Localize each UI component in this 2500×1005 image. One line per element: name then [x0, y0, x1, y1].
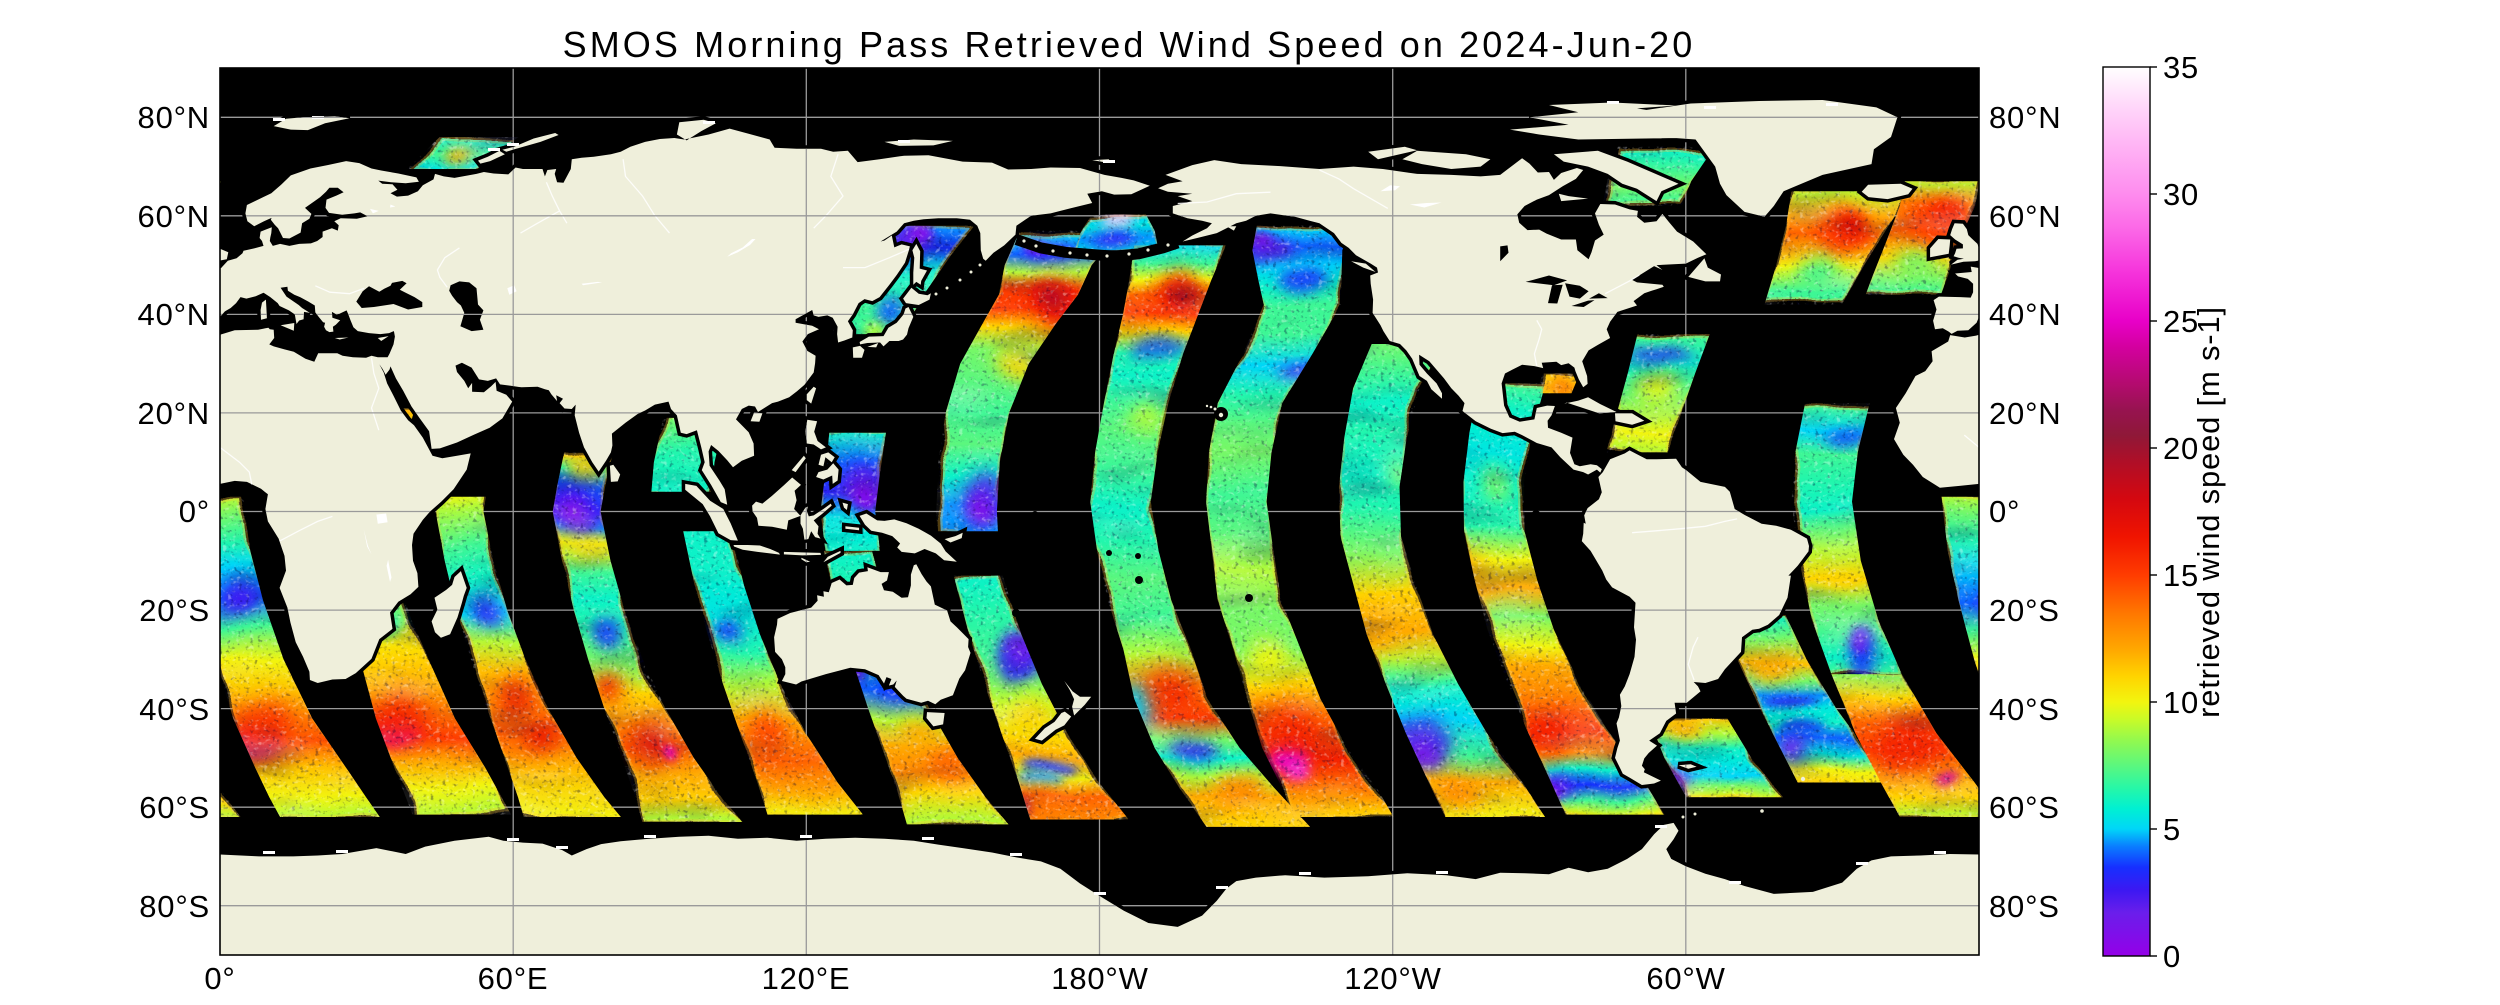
svg-text:60°E: 60°E	[478, 961, 549, 996]
svg-text:20°S: 20°S	[139, 593, 210, 628]
svg-text:retrieved wind speed [m s-1]: retrieved wind speed [m s-1]	[2191, 306, 2226, 718]
svg-text:120°W: 120°W	[1344, 961, 1441, 996]
svg-text:80°S: 80°S	[1989, 889, 2060, 924]
svg-text:15: 15	[2163, 558, 2199, 593]
svg-text:25: 25	[2163, 304, 2199, 339]
svg-text:SMOS Morning Pass Retrieved Wi: SMOS Morning Pass Retrieved Wind Speed o…	[563, 24, 1696, 65]
svg-text:20°N: 20°N	[138, 396, 210, 431]
svg-text:40°N: 40°N	[1989, 297, 2061, 332]
svg-text:60°N: 60°N	[1989, 199, 2061, 234]
svg-text:20°N: 20°N	[1989, 396, 2061, 431]
svg-text:0°: 0°	[1989, 494, 2020, 529]
svg-text:60°W: 60°W	[1646, 961, 1725, 996]
svg-text:35: 35	[2163, 50, 2199, 85]
svg-text:40°N: 40°N	[138, 297, 210, 332]
svg-text:10: 10	[2163, 685, 2199, 720]
svg-text:30: 30	[2163, 177, 2199, 212]
svg-text:0: 0	[2163, 939, 2181, 974]
svg-text:60°S: 60°S	[1989, 790, 2060, 825]
svg-text:80°N: 80°N	[138, 100, 210, 135]
svg-text:20°S: 20°S	[1989, 593, 2060, 628]
svg-text:0°: 0°	[204, 961, 235, 996]
svg-text:60°S: 60°S	[139, 790, 210, 825]
svg-text:180°W: 180°W	[1051, 961, 1148, 996]
svg-text:0°: 0°	[179, 494, 210, 529]
svg-text:80°N: 80°N	[1989, 100, 2061, 135]
svg-text:80°S: 80°S	[139, 889, 210, 924]
svg-text:40°S: 40°S	[139, 692, 210, 727]
svg-text:40°S: 40°S	[1989, 692, 2060, 727]
svg-text:20: 20	[2163, 431, 2199, 466]
svg-text:120°E: 120°E	[762, 961, 851, 996]
svg-text:60°N: 60°N	[138, 199, 210, 234]
svg-text:5: 5	[2163, 812, 2181, 847]
